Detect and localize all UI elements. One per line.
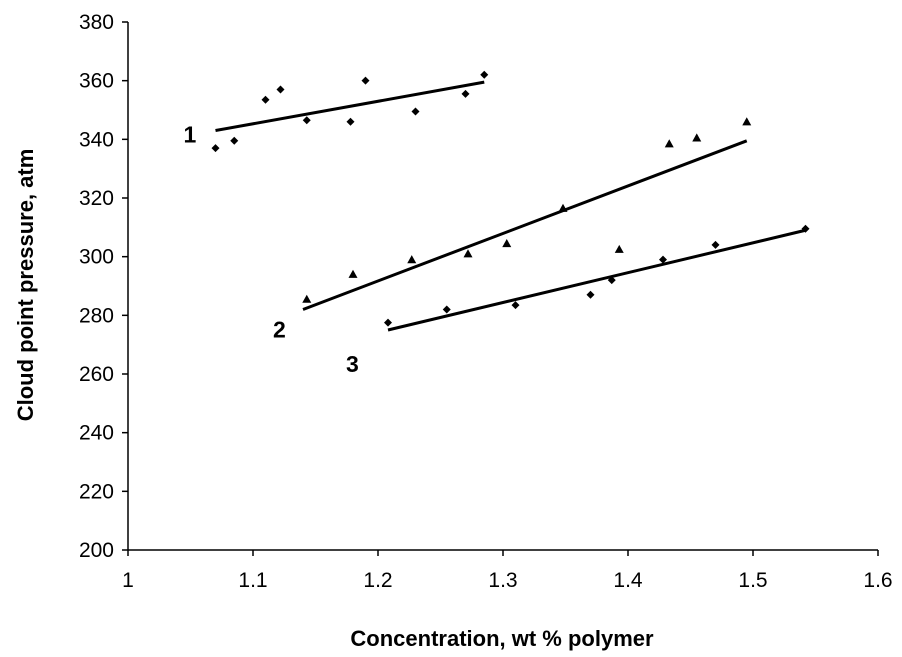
data-point — [411, 107, 420, 116]
data-point — [607, 276, 616, 285]
y-tick-label: 260 — [79, 363, 114, 386]
data-point — [742, 117, 752, 126]
trendline-series-3 — [387, 228, 806, 332]
plot-area: 1 2 3 — [184, 70, 810, 377]
y-tick-label: 380 — [79, 11, 114, 34]
x-tick-label: 1.4 — [613, 569, 643, 592]
data-point — [659, 255, 667, 264]
y-tick-label: 280 — [79, 304, 114, 327]
series-label: 3 — [346, 351, 359, 377]
data-point — [302, 116, 311, 125]
data-point — [664, 139, 674, 148]
y-tick-label: 320 — [79, 187, 114, 210]
series-label: 1 — [184, 122, 197, 148]
data-point — [442, 305, 451, 314]
x-tick-label: 1.2 — [363, 569, 392, 592]
data-point — [511, 301, 520, 310]
y-axis-title: Cloud point pressure, atm — [13, 149, 38, 422]
y-tick-label: 360 — [79, 70, 114, 93]
x-tick-label: 1.3 — [488, 569, 517, 592]
axes: 200 220 240 260 280 300 320 340 360 380 1 1.1 1.2 1.3… — [79, 11, 893, 592]
data-point — [586, 290, 595, 299]
series-2: 2 — [273, 117, 752, 342]
data-point — [261, 95, 270, 104]
x-tick-label: 1 — [122, 569, 134, 592]
y-tick-label: 220 — [79, 480, 114, 503]
y-tick-label: 240 — [79, 422, 114, 445]
x-axis-title: Concentration, wt % polymer — [350, 626, 654, 651]
data-point — [346, 117, 355, 126]
x-tick-label: 1.5 — [738, 569, 767, 592]
y-tick-label: 300 — [79, 246, 114, 269]
data-point — [502, 238, 512, 248]
data-point — [302, 294, 312, 303]
trendline-series-2 — [302, 139, 748, 311]
series-1: 1 — [184, 70, 489, 153]
data-point — [711, 240, 720, 249]
y-tick-label: 340 — [79, 128, 114, 151]
trendline-series-1 — [215, 80, 485, 133]
data-point — [558, 203, 568, 212]
x-tick-label: 1.1 — [238, 569, 267, 592]
data-point — [276, 85, 285, 94]
data-point — [461, 89, 470, 98]
series-label: 2 — [273, 316, 286, 342]
data-point — [692, 133, 702, 142]
data-point — [463, 249, 473, 258]
data-point — [407, 255, 417, 264]
y-tick-label: 200 — [79, 539, 114, 562]
data-point — [801, 224, 810, 233]
x-tick-label: 1.6 — [863, 569, 892, 592]
data-point — [348, 269, 358, 278]
data-point — [614, 244, 624, 253]
series-3: 3 — [346, 224, 810, 377]
data-point — [361, 76, 370, 85]
data-point — [211, 144, 220, 153]
data-point — [480, 70, 489, 79]
data-point — [384, 318, 392, 327]
data-point — [230, 136, 239, 145]
